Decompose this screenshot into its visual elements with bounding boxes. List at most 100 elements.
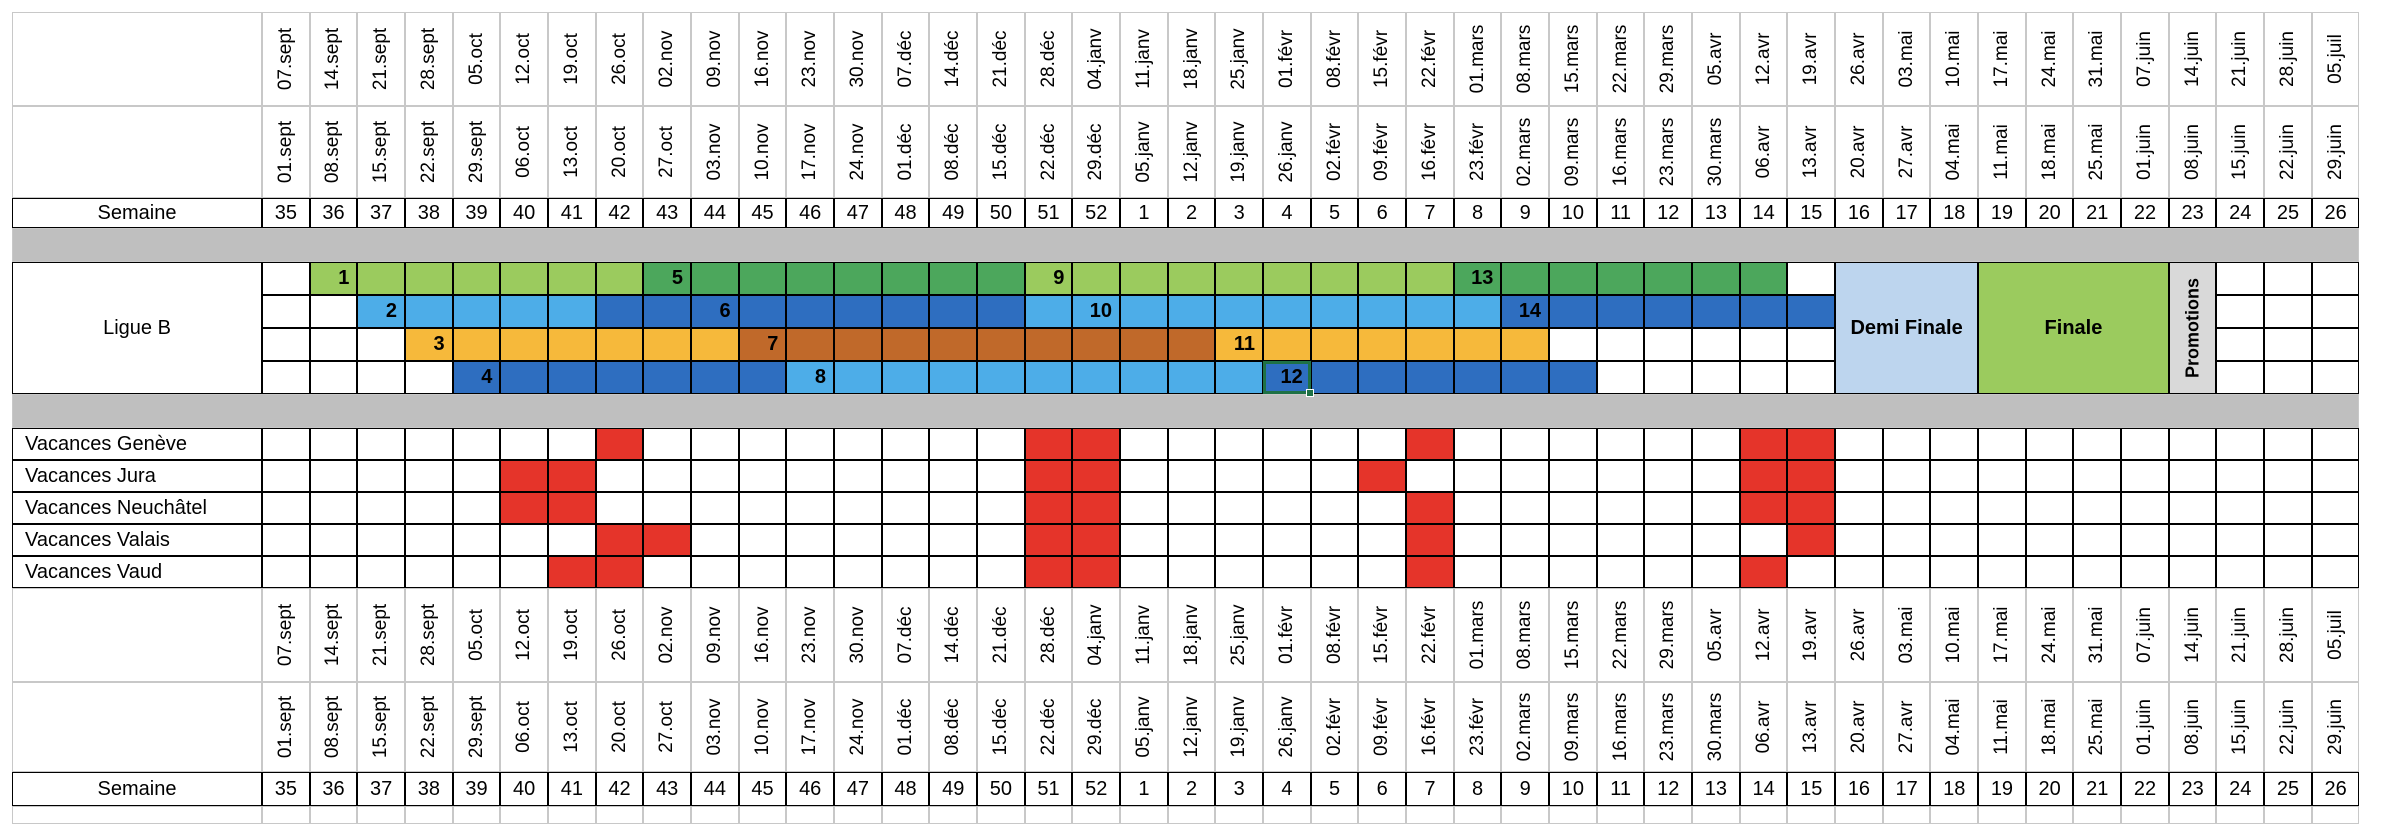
week-start-date-cell[interactable]: 06.avr bbox=[1739, 106, 1788, 198]
week-start-date-cell[interactable]: 02.févr bbox=[1310, 682, 1359, 772]
league-round-cell[interactable] bbox=[1644, 295, 1693, 328]
empty-cell[interactable] bbox=[452, 492, 501, 524]
week-start-date-cell[interactable]: 29.sept bbox=[452, 682, 501, 772]
week-number-cell[interactable]: 49 bbox=[929, 198, 978, 228]
week-number-cell[interactable]: 37 bbox=[357, 772, 405, 806]
league-round-cell[interactable] bbox=[1358, 328, 1407, 361]
empty-cell[interactable] bbox=[309, 524, 358, 556]
empty-cell[interactable] bbox=[1120, 460, 1168, 492]
league-round-cell[interactable] bbox=[1406, 295, 1454, 328]
week-start-date-cell[interactable]: 15.déc bbox=[977, 682, 1025, 772]
empty-cell[interactable] bbox=[977, 524, 1025, 556]
week-start-date-cell[interactable]: 08.sept bbox=[309, 106, 358, 198]
week-number-cell[interactable]: 15 bbox=[1787, 772, 1836, 806]
empty-cell[interactable] bbox=[1835, 428, 1883, 460]
empty-cell[interactable] bbox=[1978, 492, 2026, 524]
demi-finale-block[interactable]: Demi Finale bbox=[1835, 262, 1979, 394]
empty-cell[interactable] bbox=[929, 524, 978, 556]
empty-cell[interactable] bbox=[786, 492, 835, 524]
holiday-cell[interactable] bbox=[1072, 556, 1121, 588]
week-number-cell[interactable]: 12 bbox=[1644, 772, 1693, 806]
league-round-cell[interactable] bbox=[595, 262, 644, 295]
league-round-cell[interactable] bbox=[1120, 262, 1168, 295]
week-end-date-cell[interactable]: 26.oct bbox=[595, 12, 644, 106]
empty-cell[interactable] bbox=[2311, 328, 2360, 361]
empty-cell[interactable] bbox=[1453, 460, 1502, 492]
week-end-date-cell[interactable]: 31.mai bbox=[2073, 588, 2122, 682]
week-end-date-cell[interactable]: 09.nov bbox=[691, 12, 739, 106]
empty-cell[interactable] bbox=[405, 492, 453, 524]
empty-cell[interactable] bbox=[881, 492, 930, 524]
league-round-cell[interactable] bbox=[1310, 295, 1359, 328]
empty-cell[interactable] bbox=[2121, 806, 2169, 824]
league-round-cell[interactable] bbox=[1263, 295, 1311, 328]
empty-cell[interactable] bbox=[691, 806, 739, 824]
week-end-date-cell[interactable]: 08.févr bbox=[1310, 588, 1359, 682]
league-round-cell[interactable] bbox=[1501, 262, 1550, 295]
empty-cell[interactable] bbox=[738, 428, 787, 460]
week-end-date-cell[interactable]: 28.sept bbox=[405, 12, 453, 106]
week-end-date-cell[interactable]: 01.mars bbox=[1453, 588, 1502, 682]
week-end-date-cell[interactable]: 23.nov bbox=[786, 588, 835, 682]
week-end-date-cell[interactable]: 05.juil bbox=[2311, 12, 2360, 106]
empty-cell[interactable] bbox=[1167, 524, 1216, 556]
week-number-cell[interactable]: 35 bbox=[262, 198, 310, 228]
week-number-cell[interactable]: 5 bbox=[1310, 772, 1359, 806]
week-start-date-cell[interactable]: 22.sept bbox=[405, 682, 453, 772]
week-end-date-cell[interactable]: 16.nov bbox=[738, 12, 787, 106]
week-start-date-cell[interactable]: 13.oct bbox=[548, 682, 596, 772]
week-end-date-cell[interactable]: 25.janv bbox=[1215, 588, 1264, 682]
empty-cell[interactable] bbox=[2168, 492, 2217, 524]
week-start-date-cell[interactable]: 08.déc bbox=[929, 106, 978, 198]
empty-cell[interactable] bbox=[834, 460, 882, 492]
week-number-cell[interactable]: 50 bbox=[977, 772, 1025, 806]
empty-cell[interactable] bbox=[452, 460, 501, 492]
empty-cell[interactable] bbox=[1215, 524, 1264, 556]
week-start-date-cell[interactable]: 27.oct bbox=[643, 682, 692, 772]
week-start-date-cell[interactable]: 19.janv bbox=[1215, 106, 1264, 198]
week-start-date-cell[interactable]: 08.juin bbox=[2168, 682, 2217, 772]
empty-cell[interactable] bbox=[452, 556, 501, 588]
empty-cell[interactable] bbox=[1930, 806, 1979, 824]
empty-cell[interactable] bbox=[786, 806, 835, 824]
week-start-date-cell[interactable]: 05.janv bbox=[1120, 106, 1168, 198]
empty-cell[interactable] bbox=[1835, 556, 1883, 588]
week-start-date-cell[interactable]: 13.avr bbox=[1787, 106, 1836, 198]
week-end-date-cell[interactable]: 07.déc bbox=[881, 588, 930, 682]
week-number-cell[interactable]: 12 bbox=[1644, 198, 1693, 228]
week-number-cell[interactable]: 20 bbox=[2025, 772, 2074, 806]
league-empty-cell[interactable] bbox=[1596, 361, 1645, 394]
week-start-date-cell[interactable]: 16.févr bbox=[1406, 106, 1454, 198]
week-start-date-cell[interactable]: 16.févr bbox=[1406, 682, 1454, 772]
empty-cell[interactable] bbox=[2073, 806, 2122, 824]
week-number-cell[interactable]: 13 bbox=[1692, 772, 1740, 806]
empty-cell[interactable] bbox=[2216, 806, 2265, 824]
league-round-cell[interactable] bbox=[643, 328, 692, 361]
empty-cell[interactable] bbox=[2168, 556, 2217, 588]
empty-cell[interactable] bbox=[1692, 460, 1740, 492]
empty-cell[interactable] bbox=[405, 524, 453, 556]
week-end-date-cell[interactable]: 14.juin bbox=[2168, 12, 2217, 106]
week-start-date-cell[interactable]: 08.sept bbox=[309, 682, 358, 772]
empty-cell[interactable] bbox=[2264, 556, 2312, 588]
empty-cell[interactable] bbox=[1692, 806, 1740, 824]
league-empty-cell[interactable] bbox=[309, 361, 358, 394]
league-round-cell[interactable] bbox=[1215, 295, 1264, 328]
empty-cell[interactable] bbox=[1882, 460, 1931, 492]
empty-cell[interactable] bbox=[595, 806, 644, 824]
empty-cell[interactable] bbox=[405, 428, 453, 460]
league-round-cell[interactable] bbox=[1215, 361, 1264, 394]
empty-cell[interactable] bbox=[452, 806, 501, 824]
week-end-date-cell[interactable]: 26.avr bbox=[1835, 12, 1883, 106]
week-end-date-cell[interactable]: 11.janv bbox=[1120, 588, 1168, 682]
empty-cell[interactable] bbox=[1501, 492, 1550, 524]
week-start-date-cell[interactable]: 04.mai bbox=[1930, 106, 1979, 198]
empty-cell[interactable] bbox=[357, 428, 405, 460]
week-number-cell[interactable]: 51 bbox=[1024, 772, 1073, 806]
empty-cell[interactable] bbox=[1930, 460, 1979, 492]
week-number-cell[interactable]: 1 bbox=[1120, 198, 1168, 228]
week-number-cell[interactable]: 5 bbox=[1310, 198, 1359, 228]
league-round-cell[interactable] bbox=[548, 262, 596, 295]
holiday-cell[interactable] bbox=[1787, 524, 1836, 556]
holiday-cell[interactable] bbox=[1072, 524, 1121, 556]
